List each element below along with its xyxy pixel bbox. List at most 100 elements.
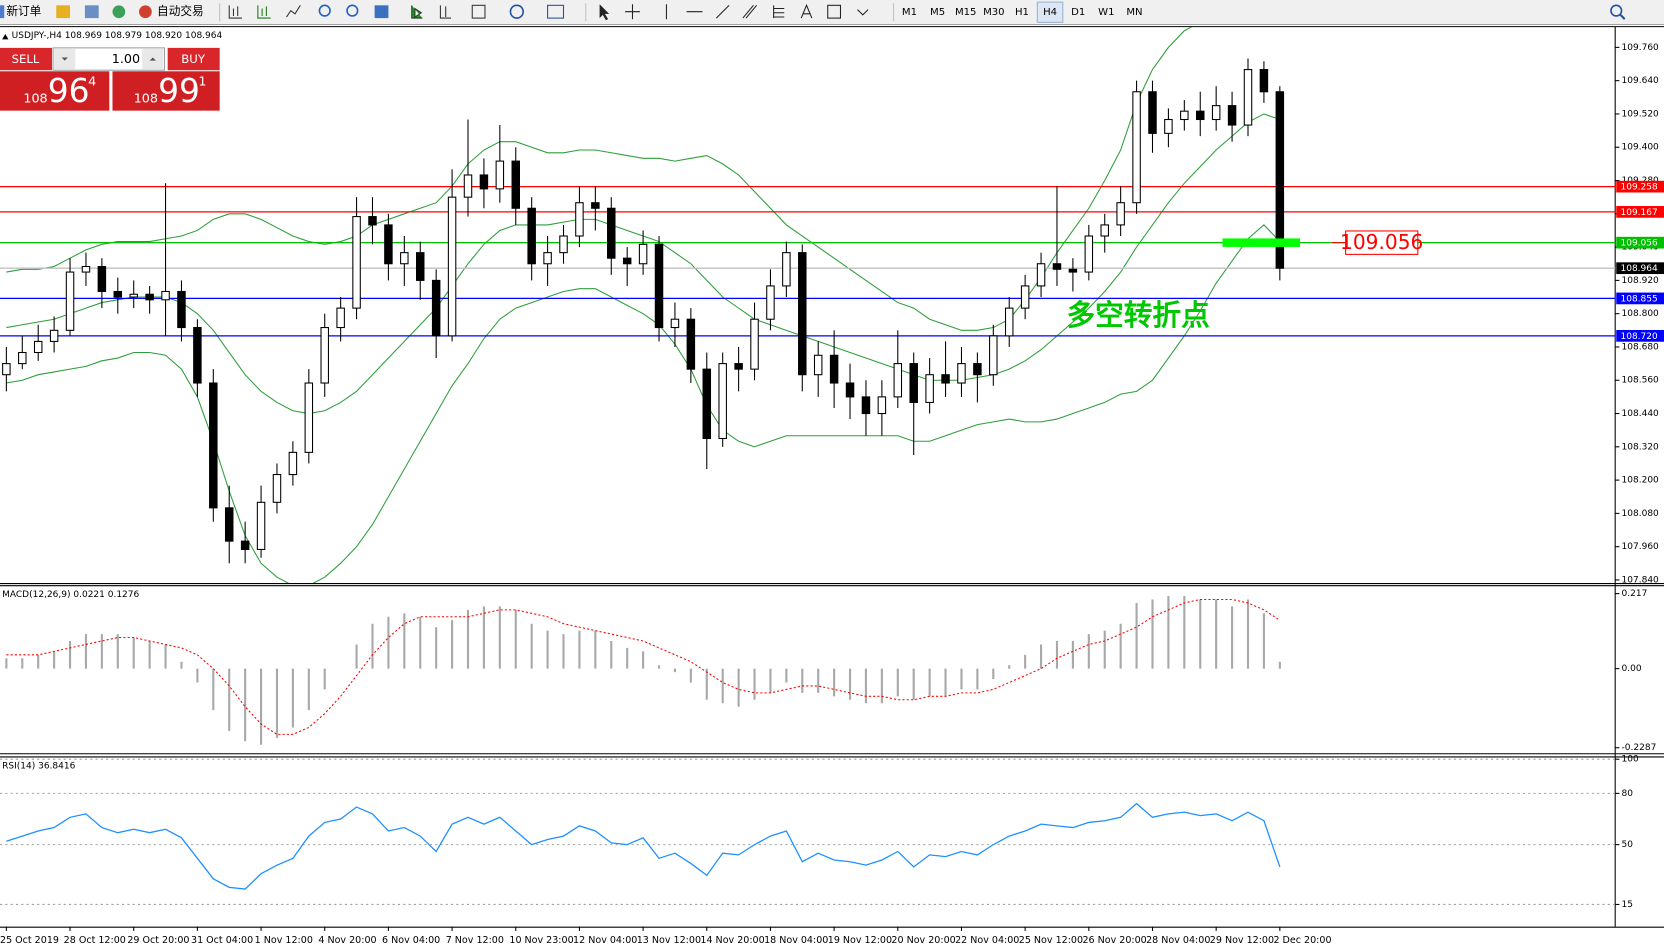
level-marker [1222, 238, 1300, 247]
timeframe[interactable]: M5 [930, 7, 945, 18]
x-tick-label: 12 Nov 04:00 [573, 935, 637, 946]
y-tick-label: 0.217 [1622, 589, 1648, 599]
ask-box[interactable] [112, 71, 220, 111]
text-icon[interactable] [800, 3, 813, 19]
annotation-box [1345, 230, 1419, 255]
candle-body [893, 363, 903, 398]
level-tag [1616, 206, 1664, 218]
candle-body [1227, 105, 1237, 126]
macd-signal [6, 598, 1281, 735]
arrow [149, 57, 156, 61]
timeframe[interactable]: H4 [1043, 7, 1057, 18]
icon[interactable] [56, 5, 71, 19]
y-tick-label: 109.520 [1622, 109, 1659, 119]
timeframe[interactable]: M1 [902, 7, 917, 18]
candle-body [925, 374, 934, 403]
candle-body [161, 290, 170, 301]
collapse-icon[interactable] [2, 34, 9, 40]
new-order[interactable]: 新订单 [6, 4, 41, 18]
timeframe-active[interactable] [1036, 1, 1064, 23]
annotation: 多空转折点 [1067, 298, 1210, 332]
candle-body [1243, 69, 1253, 126]
x-tick-label: 29 Nov 12:00 [1210, 935, 1274, 946]
indicators-icon[interactable] [471, 4, 486, 19]
fibo-icon[interactable] [773, 5, 785, 19]
cursor-icon[interactable] [599, 4, 610, 21]
candle-body [543, 252, 552, 265]
candle-body [1275, 91, 1285, 269]
candle-body [1164, 118, 1173, 134]
bid-small: 4 [88, 74, 96, 89]
auto-trading[interactable]: 自动交易 [157, 4, 204, 18]
timeframe[interactable]: M15 [955, 7, 977, 18]
templates-icon[interactable] [547, 4, 565, 19]
candle-body [750, 318, 759, 370]
search-icon[interactable] [1610, 4, 1623, 17]
auto-trading-icon[interactable] [139, 5, 152, 19]
new-order-icon[interactable] [0, 5, 5, 19]
candle-body [559, 235, 568, 254]
candle-body [813, 354, 823, 376]
candle-body [240, 540, 250, 550]
candle-body [909, 363, 918, 403]
timeframe[interactable]: W1 [1098, 7, 1114, 18]
tile-icon[interactable] [374, 5, 389, 19]
candle-body [607, 207, 616, 259]
icon[interactable] [84, 5, 99, 19]
y-tick-label: -0.2287 [1622, 743, 1657, 753]
zoom-out[interactable] [346, 4, 359, 17]
arrows-icon[interactable] [857, 9, 869, 16]
timeframe[interactable]: MN [1126, 7, 1142, 18]
shift-icon[interactable] [411, 5, 423, 19]
label-icon[interactable] [827, 4, 842, 19]
candle-body [989, 335, 998, 376]
x-tick-label: 29 Oct 20:00 [127, 935, 189, 946]
bar-chart-icon[interactable] [228, 5, 242, 19]
candle-body [447, 196, 457, 337]
x-tick-label: 28 Nov 04:00 [1146, 935, 1210, 946]
channel-icon[interactable] [742, 4, 758, 19]
timeframe[interactable]: D1 [1071, 7, 1085, 18]
candle-body [734, 363, 743, 370]
candle-body [670, 318, 680, 329]
x-tick-label: 20 Nov 20:00 [891, 935, 955, 946]
crosshair-icon[interactable] [625, 4, 640, 20]
lots-value[interactable]: 1.00 [112, 52, 140, 67]
candle-body [638, 243, 648, 265]
search-icon[interactable] [1619, 14, 1626, 20]
x-tick-label: 6 Nov 04:00 [382, 935, 440, 946]
sell-label[interactable]: SELL [12, 52, 40, 66]
buy-button[interactable] [167, 47, 220, 71]
candle-body [495, 160, 505, 190]
arrow [61, 57, 68, 61]
timeframe[interactable]: M30 [983, 7, 1005, 18]
line-icon[interactable] [286, 5, 301, 18]
candle-body [400, 252, 409, 265]
icon[interactable] [112, 5, 126, 19]
candle-icon[interactable] [257, 5, 271, 19]
timeframe[interactable]: H1 [1015, 7, 1029, 18]
buy-label[interactable]: BUY [181, 52, 206, 66]
periods-icon[interactable] [509, 4, 524, 19]
autoscroll-icon[interactable] [439, 5, 452, 19]
candle-body [209, 382, 218, 509]
candle-body [845, 382, 855, 398]
candle-body [33, 340, 43, 354]
candle-body [65, 271, 75, 331]
candle-body [1052, 263, 1062, 270]
y-tick-label: 108.560 [1622, 376, 1659, 386]
lots-box[interactable] [52, 47, 166, 71]
candle-body [1084, 235, 1094, 273]
bollinger-upper [6, 27, 1193, 331]
y-tick-label: 108.680 [1622, 342, 1659, 352]
bid-box[interactable] [0, 71, 110, 111]
candle-body [957, 363, 966, 384]
bid-main: 96 [48, 71, 90, 110]
y-tick-label: 109.640 [1622, 76, 1659, 86]
sell-button[interactable] [0, 47, 52, 71]
zoom-in[interactable] [318, 4, 331, 17]
candle-body [575, 202, 584, 237]
trendline-icon[interactable] [715, 4, 730, 19]
